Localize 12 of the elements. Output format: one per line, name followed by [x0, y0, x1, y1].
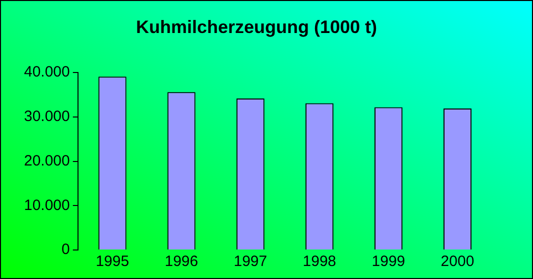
y-tick-label: 30.000 — [24, 108, 70, 126]
chart-title: Kuhmilcherzeugung (1000 t) — [136, 16, 378, 37]
y-tick-label: 0 — [62, 241, 70, 258]
x-tick-label: 1996 — [164, 253, 198, 270]
x-tick-label: 2000 — [440, 253, 474, 270]
x-tick-label: 1999 — [372, 253, 406, 270]
y-tick-label: 20.000 — [24, 152, 70, 170]
y-tick-label: 40.000 — [24, 64, 70, 81]
y-tick-label: 10.000 — [24, 196, 70, 214]
x-tick-label: 1998 — [302, 253, 336, 270]
x-tick-label: 1995 — [96, 253, 130, 270]
x-tick-label: 1997 — [234, 253, 268, 270]
